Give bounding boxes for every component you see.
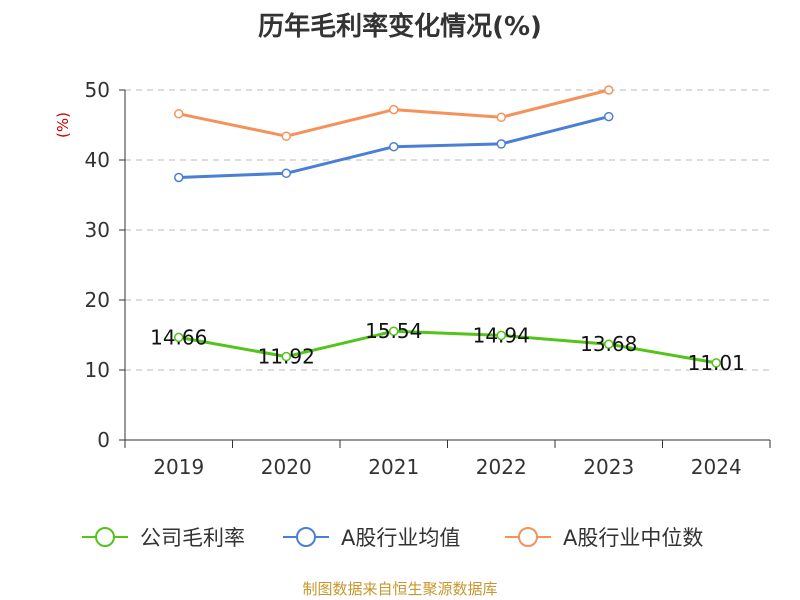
legend-marker-1 — [95, 527, 115, 547]
y-tick-label: 0 — [97, 428, 110, 452]
y-tick-label: 20 — [85, 288, 110, 312]
x-tick-label: 2024 — [691, 455, 742, 479]
data-point — [281, 131, 291, 141]
data-point — [389, 141, 399, 152]
legend: 公司毛利率 A股行业均值 A股行业中位数 — [82, 526, 703, 550]
data-point — [604, 111, 614, 122]
series-lines — [174, 85, 721, 368]
data-label: 11.92 — [258, 345, 315, 369]
y-axis-label: (%) — [54, 112, 72, 138]
data-label: 15.54 — [365, 319, 422, 343]
legend-label-1: 公司毛利率 — [140, 526, 245, 550]
footer-source: 制图数据来自恒生聚源数据库 — [302, 580, 498, 598]
data-point — [389, 104, 399, 115]
data-point — [389, 326, 399, 336]
series-line-1 — [178, 329, 717, 365]
data-point — [174, 172, 184, 183]
x-tick-label: 2023 — [583, 455, 634, 479]
data-label: 13.68 — [580, 332, 637, 356]
data-label: 11.01 — [688, 351, 745, 375]
x-tick-label: 2022 — [476, 455, 527, 479]
data-point — [496, 330, 506, 341]
data-point — [604, 85, 614, 95]
y-tick-label: 30 — [85, 218, 110, 242]
legend-marker-2 — [296, 527, 316, 547]
y-tick-label: 40 — [85, 148, 110, 172]
data-point — [281, 168, 291, 179]
data-point — [496, 139, 506, 149]
legend-label-2: A股行业均值 — [341, 526, 460, 550]
x-tick-label: 2019 — [153, 455, 204, 479]
data-labels: 14.66 11.92 15.54 14.94 13.68 11.01 — [150, 319, 745, 375]
data-point — [711, 358, 721, 368]
data-point — [174, 109, 184, 119]
data-label: 14.66 — [150, 325, 207, 349]
data-point — [281, 351, 291, 362]
data-point — [496, 112, 506, 123]
y-tick-label: 50 — [85, 78, 110, 102]
data-label: 14.94 — [473, 323, 530, 347]
gridlines — [125, 89, 770, 371]
x-tick-label: 2021 — [368, 455, 419, 479]
legend-label-3: A股行业中位数 — [563, 526, 703, 550]
data-point — [604, 339, 614, 349]
legend-marker-3 — [518, 527, 538, 547]
chart-title: 历年毛利率变化情况(%) — [258, 12, 542, 42]
y-tick-label: 10 — [85, 358, 110, 382]
x-tick-label: 2020 — [261, 455, 312, 479]
data-point — [174, 332, 184, 343]
axes: 0 10 20 30 40 50 2019 2020 2021 2022 2023 2024 (%) — [54, 78, 771, 479]
